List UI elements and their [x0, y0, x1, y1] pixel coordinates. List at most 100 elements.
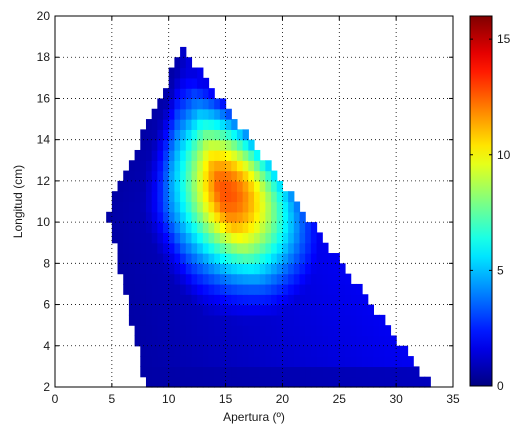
heatmap-cell	[310, 273, 318, 285]
heatmap-cell	[310, 356, 318, 367]
heatmap-cell	[344, 325, 352, 337]
heatmap-cell	[117, 180, 124, 192]
heatmap-cell	[276, 201, 284, 213]
heatmap-cell	[185, 273, 193, 285]
heatmap-cell	[151, 356, 158, 367]
heatmap-cell	[310, 263, 318, 275]
heatmap-cell	[185, 160, 193, 172]
heatmap-cell	[134, 180, 141, 192]
heatmap-cell	[271, 170, 278, 182]
heatmap-cell	[322, 273, 329, 285]
heatmap-cell	[242, 191, 249, 203]
heatmap-cell	[208, 366, 215, 378]
heatmap-cell	[180, 191, 187, 203]
heatmap-cell	[151, 242, 158, 254]
heatmap-cell	[128, 232, 136, 244]
heatmap-cell	[202, 98, 210, 110]
heatmap-cell	[163, 232, 170, 244]
heatmap-cell	[197, 294, 204, 306]
heatmap-cell	[134, 160, 141, 172]
heatmap-cell	[276, 314, 284, 326]
heatmap-cell	[316, 253, 323, 264]
heatmap-cell	[310, 294, 318, 306]
heatmap-cell	[271, 356, 278, 367]
heatmap-cell	[322, 304, 329, 316]
heatmap-cell	[339, 325, 346, 337]
heatmap-cell	[202, 160, 210, 172]
heatmap-cell	[242, 263, 249, 275]
heatmap-cell	[242, 139, 249, 151]
heatmap-cell	[168, 119, 175, 130]
heatmap-cell	[219, 98, 227, 110]
heatmap-cell	[185, 119, 193, 130]
heatmap-cell	[197, 67, 204, 79]
heatmap-cell	[185, 88, 193, 100]
heatmap-cell	[145, 139, 153, 151]
heatmap-cell	[157, 98, 164, 110]
heatmap-cell	[242, 325, 249, 337]
heatmap-cell	[231, 304, 238, 316]
heatmap-cell	[248, 366, 255, 378]
heatmap-cell	[265, 263, 272, 275]
heatmap-cell	[168, 345, 175, 357]
heatmap-cell	[128, 242, 136, 254]
heatmap-cell	[197, 314, 204, 326]
heatmap-cell	[134, 222, 141, 234]
heatmap-cell	[265, 201, 272, 213]
heatmap-cell	[225, 201, 232, 213]
heatmap-cell	[299, 376, 306, 388]
heatmap-cell	[242, 376, 249, 388]
heatmap-cell	[344, 366, 352, 378]
heatmap-cell	[254, 366, 261, 378]
heatmap-cell	[322, 314, 329, 326]
heatmap-cell	[123, 201, 130, 213]
heatmap-cell	[259, 366, 266, 378]
heatmap-cell	[225, 314, 232, 326]
heatmap-cell	[339, 335, 346, 347]
heatmap-cell	[180, 149, 187, 161]
heatmap-cell	[214, 294, 221, 306]
heatmap-cell	[384, 366, 392, 378]
heatmap-cell	[259, 211, 266, 223]
heatmap-cell	[163, 356, 170, 367]
heatmap-cell	[145, 304, 153, 316]
heatmap-cell	[145, 201, 153, 213]
heatmap-cell	[214, 180, 221, 192]
heatmap-cell	[225, 191, 232, 203]
heatmap-cell	[225, 366, 232, 378]
heatmap-cell	[174, 366, 181, 378]
heatmap-cell	[339, 273, 346, 285]
heatmap-cell	[157, 314, 164, 326]
heatmap-cell	[145, 149, 153, 161]
heatmap-cell	[123, 211, 130, 223]
heatmap-cell	[390, 366, 397, 378]
heatmap-cell	[168, 366, 175, 378]
heatmap-cell	[310, 283, 318, 295]
heatmap-cell	[180, 170, 187, 182]
heatmap-cell	[390, 335, 397, 347]
heatmap-cell	[145, 191, 153, 203]
heatmap-cell	[316, 232, 323, 244]
heatmap-cell	[117, 253, 124, 264]
heatmap-cell	[293, 242, 301, 254]
heatmap-cell	[236, 191, 244, 203]
heatmap-cell	[134, 294, 141, 306]
heatmap-cell	[214, 366, 221, 378]
heatmap-cell	[202, 88, 210, 100]
heatmap-cell	[265, 356, 272, 367]
heatmap-cell	[225, 232, 232, 244]
heatmap-cell	[225, 242, 232, 254]
heatmap-cell	[259, 304, 266, 316]
heatmap-cell	[163, 294, 170, 306]
heatmap-cell	[185, 180, 193, 192]
heatmap-cell	[191, 345, 198, 357]
heatmap-cell	[350, 356, 357, 367]
heatmap-cell	[202, 263, 210, 275]
heatmap-cell	[276, 294, 284, 306]
heatmap-cell	[163, 149, 170, 161]
heatmap-cell	[350, 335, 357, 347]
heatmap-cell	[236, 201, 244, 213]
heatmap-cell	[282, 242, 289, 254]
heatmap-cell	[310, 345, 318, 357]
heatmap-cell	[151, 263, 158, 275]
